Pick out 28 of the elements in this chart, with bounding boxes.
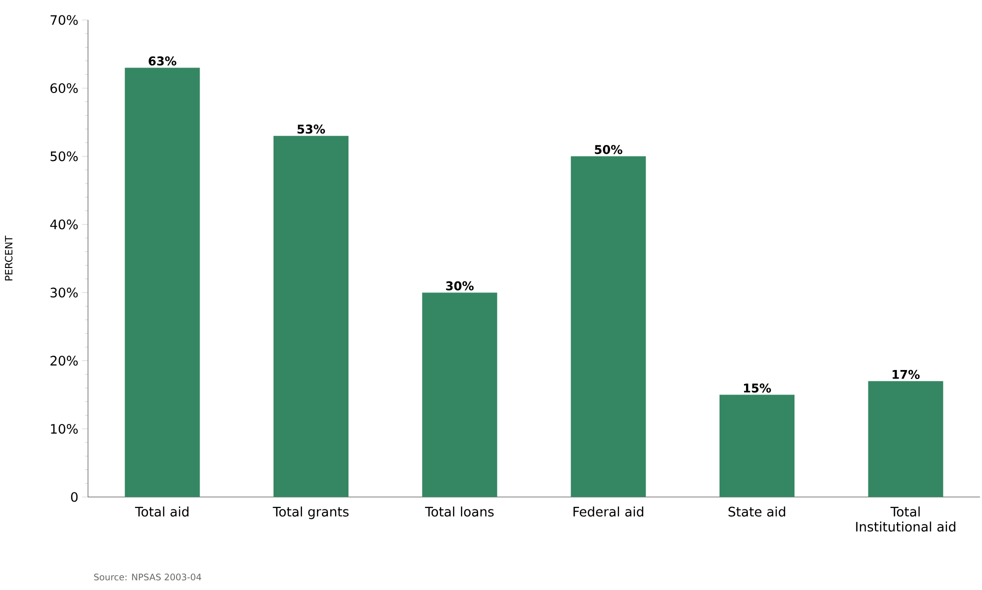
- x-tick-label: Federal aid: [574, 506, 644, 517]
- y-tick-label: 70%: [50, 15, 78, 25]
- bar: [422, 292, 498, 497]
- y-tick-label: 10%: [51, 424, 78, 434]
- y-tick-label: 50%: [50, 151, 78, 162]
- x-tick-label: Total grants: [272, 506, 349, 520]
- y-axis-title: PERCENT: [4, 236, 12, 280]
- y-tick-label: 20%: [50, 356, 78, 366]
- bar: [868, 381, 944, 497]
- y-tick-label: 0: [71, 492, 78, 502]
- y-tick-label: 30%: [50, 288, 78, 298]
- x-tick-label: State aid: [728, 506, 786, 517]
- bar: [720, 394, 795, 497]
- bar: [570, 156, 646, 497]
- y-tick-label: 60%: [50, 83, 78, 94]
- data-label: 17%: [892, 370, 920, 379]
- data-label: 50%: [594, 145, 622, 154]
- data-label: 30%: [446, 281, 474, 290]
- bar: [274, 136, 349, 497]
- x-tick-label: Total Institutional aid: [856, 506, 956, 532]
- data-label: 53%: [298, 124, 325, 134]
- bar: [124, 68, 200, 497]
- x-tick-label: Total aid: [135, 506, 188, 517]
- y-tick-label: 40%: [50, 220, 78, 230]
- data-label: 15%: [744, 384, 771, 393]
- x-tick-label: Total loans: [425, 506, 494, 517]
- source-note: Source: NPSAS 2003-04: [94, 574, 202, 580]
- data-label: 63%: [148, 56, 176, 66]
